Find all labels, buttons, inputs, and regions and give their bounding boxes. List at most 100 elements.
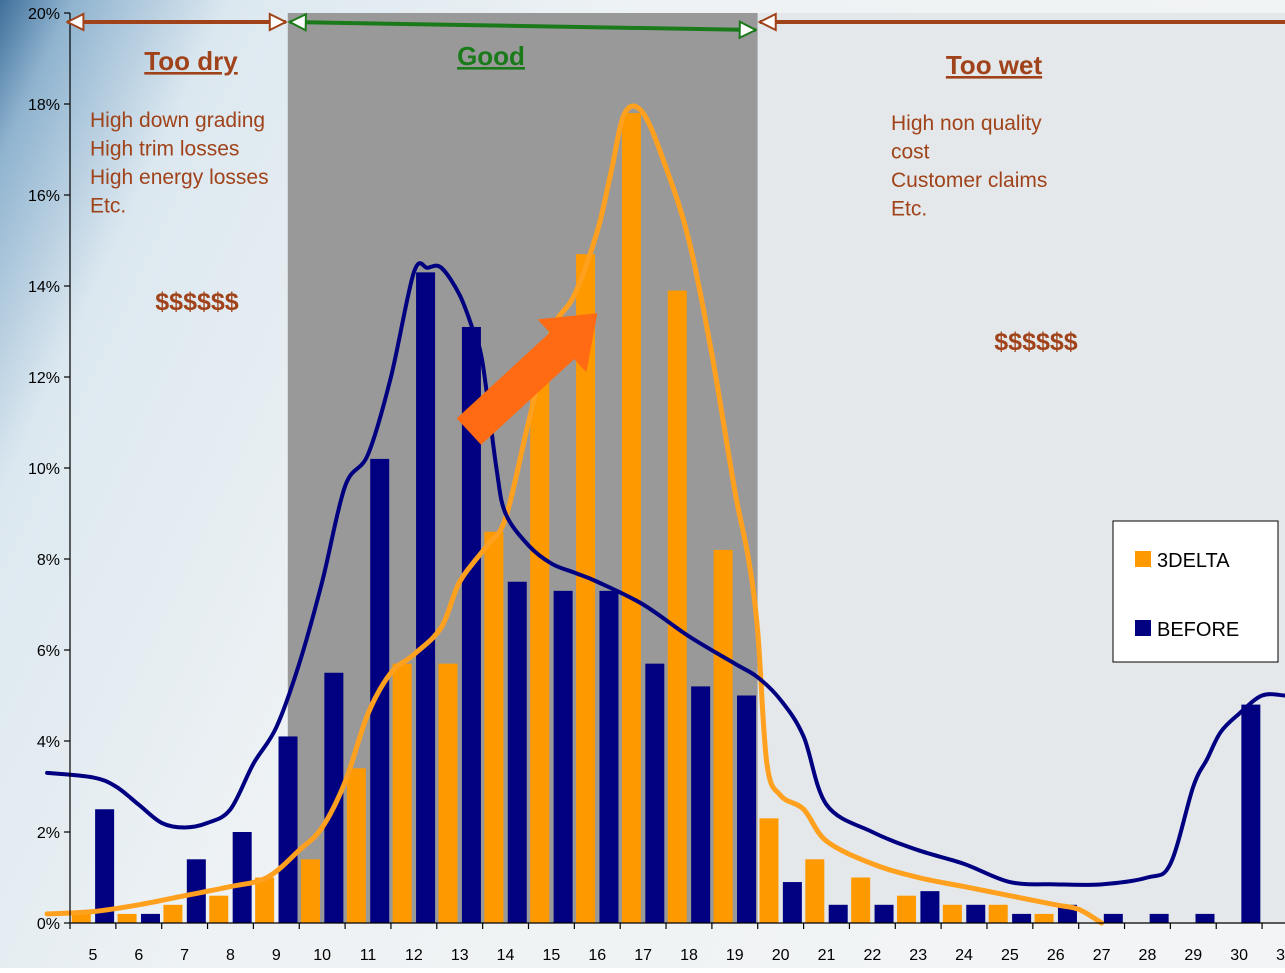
y-tick-label: 2%	[37, 825, 60, 842]
before-bar	[324, 672, 344, 923]
x-tick-label: 23	[909, 947, 927, 964]
legend-swatch	[1135, 551, 1151, 567]
3delta-bar	[484, 531, 504, 923]
zone-note: High non quality	[891, 112, 1042, 135]
axes: 0% 2% 4% 6% 8% 10% 12% 14% 16% 18% 20% 5 6 7 8 9 10 11 12 1…	[28, 6, 1285, 964]
3delta-bar	[713, 549, 733, 923]
3delta-bar	[530, 377, 550, 923]
3delta-bar	[71, 913, 91, 923]
zone-note: High energy losses	[90, 166, 269, 189]
before-bar	[461, 326, 481, 923]
before-bar	[1195, 913, 1215, 923]
y-tick-label: 8%	[37, 552, 60, 569]
before-bar	[645, 663, 665, 923]
before-bar	[1149, 913, 1169, 923]
before-bar	[1012, 913, 1032, 923]
before-bar	[140, 913, 160, 923]
bar-series	[71, 113, 1261, 924]
zone-label-1: Too dry	[144, 46, 238, 76]
3delta-bar	[897, 895, 917, 923]
3delta-bar	[255, 877, 275, 923]
before-bar	[737, 695, 757, 923]
before-bar	[920, 891, 940, 923]
3delta-bar	[300, 859, 320, 923]
annotation-arrow	[456, 313, 598, 445]
y-tick-label: 12%	[28, 370, 60, 387]
before-bar	[966, 904, 986, 923]
zone-annotations: Too dry High down grading High trim losses…	[67, 22, 1285, 356]
before-bar	[507, 581, 527, 923]
3delta-bar	[1034, 913, 1054, 923]
3delta-bar	[392, 663, 412, 923]
before-bar	[1241, 704, 1261, 923]
3delta-bar	[942, 904, 962, 923]
3delta-bar	[163, 904, 183, 923]
x-tick-label: 12	[405, 947, 423, 964]
x-tick-label: 17	[634, 947, 652, 964]
x-tick-label: 27	[1093, 947, 1111, 964]
before-bar	[599, 590, 619, 923]
x-tick-label: 19	[726, 947, 744, 964]
zone-label-2: Good	[457, 41, 525, 71]
x-tick-label: 30	[1230, 947, 1248, 964]
zone-note: Etc.	[90, 195, 126, 218]
3delta-bar	[851, 877, 871, 923]
x-tick-label: 5	[88, 947, 97, 964]
3delta-bar	[805, 859, 825, 923]
x-tick-label: 11	[360, 947, 377, 964]
before-bar	[553, 590, 573, 923]
before-bar	[874, 904, 894, 923]
x-tick-label: 14	[497, 947, 515, 964]
before-bar	[232, 832, 252, 923]
x-tick-label: 13	[451, 947, 469, 964]
x-tick-label: 10	[313, 947, 331, 964]
x-tick-label: 28	[1139, 947, 1157, 964]
before-trend-line	[45, 261, 1285, 887]
x-tick-label: 22	[863, 947, 881, 964]
3delta-trend-line	[44, 103, 1105, 926]
x-tick-label: 24	[955, 947, 973, 964]
x-tick-label: 21	[818, 947, 836, 964]
x-tick-label: 29	[1184, 947, 1202, 964]
3delta-bar	[576, 254, 596, 923]
zone-cost-label: $$$$$$	[155, 288, 239, 316]
x-tick-label: 8	[226, 947, 235, 964]
3delta-bar	[438, 663, 458, 923]
legend-swatch	[1135, 620, 1151, 636]
y-tick-label: 6%	[37, 643, 60, 660]
zone-note: cost	[891, 141, 930, 164]
zone-cost-label: $$$$$$	[994, 328, 1078, 356]
y-tick-label: 10%	[28, 461, 60, 478]
before-bar	[416, 272, 436, 924]
zone-note: Etc.	[891, 198, 927, 221]
y-tick-label: 18%	[28, 97, 60, 114]
y-tick-label: 0%	[37, 916, 60, 933]
before-bar	[691, 686, 711, 923]
3delta-bar	[759, 818, 779, 923]
before-bar	[828, 904, 848, 923]
y-tick-label: 4%	[37, 734, 60, 751]
x-tick-label: 20	[772, 947, 790, 964]
x-tick-label: 18	[680, 947, 698, 964]
zone-note: High trim losses	[90, 138, 239, 161]
x-tick-label: 7	[180, 947, 189, 964]
3delta-bar	[117, 913, 137, 923]
x-tick-label: 25	[1001, 947, 1019, 964]
3delta-bar	[667, 290, 687, 923]
legend-box	[1112, 520, 1279, 663]
x-tick-label: 6	[134, 947, 143, 964]
zone-arrow-2	[290, 22, 756, 30]
y-tick-label: 14%	[28, 279, 60, 296]
x-tick-label: 31	[1276, 947, 1285, 964]
before-bar	[782, 882, 802, 923]
trend-lines	[44, 103, 1285, 926]
before-bar	[278, 736, 298, 923]
before-bar	[1103, 913, 1123, 923]
3delta-bar	[346, 768, 366, 923]
y-tick-label: 20%	[28, 6, 60, 23]
legend-label: BEFORE	[1157, 619, 1239, 641]
x-tick-label: 16	[588, 947, 606, 964]
3delta-bar	[621, 113, 641, 924]
